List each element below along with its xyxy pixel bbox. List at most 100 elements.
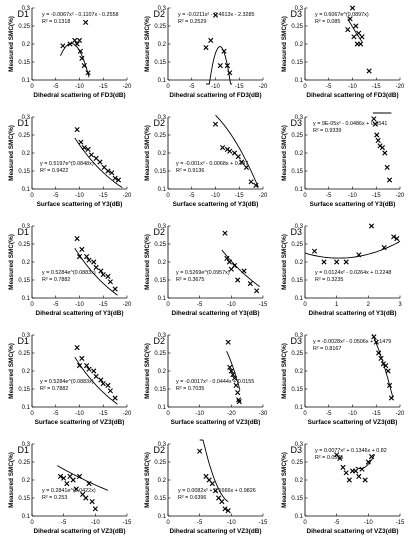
data-point — [385, 368, 391, 374]
data-point — [81, 145, 87, 151]
x-tick-label: -5 — [53, 302, 59, 308]
data-point — [388, 395, 395, 401]
x-tick-label: -10 — [75, 84, 84, 90]
data-point — [243, 164, 249, 170]
chart-panel: 0.1 0.15 0.2 0.25 0.3 0 -5 -10 -15 Dihedral scatt… — [144, 439, 268, 535]
data-point — [93, 264, 99, 270]
y-tick-label: 0.25 — [18, 460, 30, 466]
x-tick-label: -30 — [259, 411, 268, 417]
data-point — [372, 121, 378, 127]
x-tick-label: -5 — [61, 520, 67, 526]
fit-curve — [57, 465, 109, 491]
data-point — [81, 63, 87, 69]
data-point — [366, 68, 372, 74]
y-tick-label: 0.15 — [154, 60, 166, 66]
data-point — [230, 372, 236, 378]
fit-r-squared: R² = 0.9339 — [313, 128, 341, 134]
data-point — [78, 139, 84, 145]
data-point — [112, 286, 118, 292]
data-point — [311, 248, 318, 254]
x-axis-title: Dihedral scattering of VZ3(dB) — [34, 528, 126, 535]
data-point — [362, 477, 368, 483]
data-point — [91, 368, 97, 374]
y-tick-label: 0.2 — [295, 260, 304, 266]
y-tick-label: 0.15 — [154, 169, 166, 175]
data-point — [371, 116, 377, 122]
y-axis-title: Measured SMC(%) — [8, 452, 15, 508]
fit-equation: y = -0.001x² - 0.0068x + 0.337 — [176, 161, 248, 167]
chart-panel: 0.1 0.15 0.2 0.25 0.3 0 -5 -10 -15 Dihedral scatt… — [281, 442, 405, 535]
data-point — [67, 41, 73, 47]
y-tick-label: 0.25 — [154, 351, 166, 357]
x-tick-label: -20 — [396, 84, 405, 90]
y-tick-label: 0.1 — [158, 405, 167, 411]
x-axis-title: Dihedral scattering of Y3(dB) — [36, 310, 124, 317]
data-point — [359, 466, 365, 472]
y-tick-label: 0.25 — [154, 133, 166, 139]
y-tick-label: 0.3 — [158, 442, 167, 448]
data-point — [212, 12, 219, 18]
y-tick-label: 0.25 — [154, 24, 166, 30]
panel-label: D1 — [17, 336, 29, 346]
data-point — [79, 246, 85, 252]
x-tick-label: 0 — [30, 193, 34, 199]
y-tick-label: 0.1 — [295, 78, 304, 84]
data-point — [225, 339, 231, 345]
data-point — [225, 508, 231, 514]
fit-r-squared: R² = 0.2529 — [178, 19, 206, 25]
y-tick-label: 0.1 — [158, 296, 167, 302]
x-tick-label: 0 — [166, 84, 170, 90]
data-point — [74, 127, 80, 133]
data-point — [235, 154, 241, 160]
data-point — [74, 236, 80, 242]
fit-equation: y = 0.5197e^(0.0848x) — [40, 161, 94, 167]
y-axis-title: Measured SMC(%) — [8, 125, 15, 181]
data-point — [347, 16, 353, 22]
data-point — [220, 145, 226, 151]
y-tick-label: 0.15 — [18, 387, 30, 393]
x-axis-title: Dihedral scattering of FD3(dB) — [33, 92, 125, 99]
x-tick-label: 0 — [303, 411, 307, 417]
data-point — [231, 375, 238, 381]
y-tick-label: 0.2 — [158, 42, 167, 48]
data-point — [208, 37, 214, 43]
data-point — [228, 368, 234, 374]
chart-panel: 0.1 0.15 0.2 0.25 0.3 0 -5 -10 -15 -20 Surface sca… — [8, 333, 132, 426]
x-tick-label: -10 — [211, 193, 220, 199]
data-point — [321, 259, 327, 265]
x-tick-label: 2 — [367, 302, 371, 308]
x-tick-label: 0 — [303, 193, 307, 199]
y-tick-label: 0.1 — [158, 514, 167, 520]
x-axis-title: Dihedral scattering of Y3(dB) — [172, 310, 260, 317]
x-axis-title: Dihedral scattering of VZ3(dB) — [170, 528, 262, 535]
x-tick-label: 3 — [398, 302, 402, 308]
x-tick-label: -10 — [211, 84, 220, 90]
data-point — [76, 37, 83, 43]
data-point — [371, 334, 377, 340]
data-point — [212, 121, 219, 127]
x-tick-label: -10 — [348, 193, 357, 199]
y-tick-label: 0.3 — [158, 6, 167, 12]
x-tick-label: -15 — [235, 84, 244, 90]
fit-equation: y = 0.5269e^(0.0957x) — [176, 270, 230, 276]
fit-curve — [221, 249, 261, 287]
x-tick-label: 0 — [30, 520, 34, 526]
data-point — [343, 470, 349, 476]
y-axis-title: Measured SMC(%) — [144, 452, 151, 508]
y-tick-label: 0.15 — [154, 496, 166, 502]
data-point — [115, 177, 122, 183]
x-axis-title: Dihedral scattering of FD3(dB) — [169, 92, 261, 99]
y-tick-label: 0.3 — [158, 333, 167, 339]
panel-label: D3 — [290, 227, 302, 237]
data-point — [105, 273, 111, 279]
fit-equation: y = 0.6067e^(0.0897x) — [315, 12, 369, 18]
x-tick-label: -10 — [227, 520, 236, 526]
y-tick-label: 0.1 — [22, 296, 31, 302]
x-tick-label: 0 — [30, 302, 34, 308]
data-point — [221, 48, 227, 54]
data-point — [236, 399, 242, 405]
y-axis-title: Measured SMC(%) — [281, 452, 288, 508]
x-tick-label: 1 — [335, 302, 339, 308]
y-tick-label: 0.15 — [18, 169, 30, 175]
panel-label: D2 — [153, 227, 165, 237]
